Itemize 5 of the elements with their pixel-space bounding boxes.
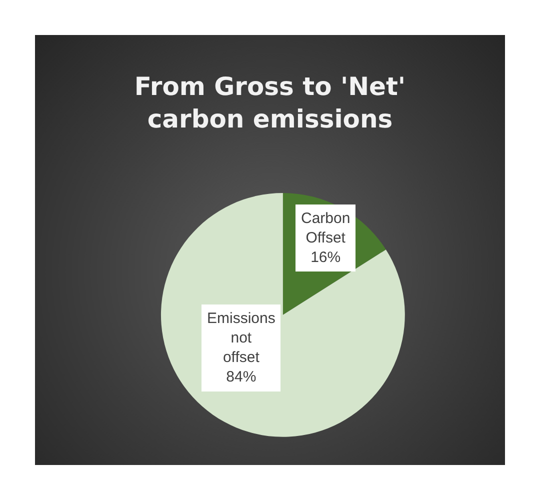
slice-label: Emissions not offset	[207, 310, 276, 366]
data-label: 16%	[310, 249, 341, 266]
slice-label: Carbon Offset	[301, 210, 350, 246]
chart-title: From Gross to 'Net' carbon emissions	[134, 72, 406, 134]
data-label: 84%	[226, 368, 256, 386]
